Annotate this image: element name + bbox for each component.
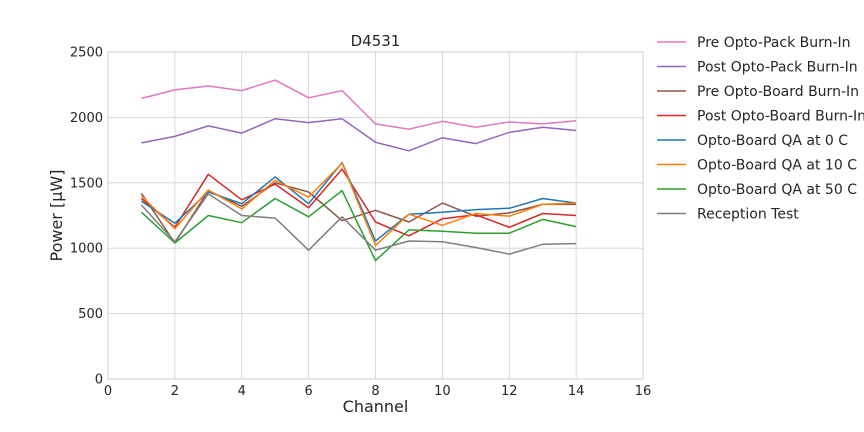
legend-label: Pre Opto-Board Burn-In — [697, 84, 859, 100]
series-line-8 — [140, 193, 577, 255]
x-tick-label: 8 — [371, 384, 379, 399]
legend-label: Post Opto-Board Burn-In — [697, 109, 864, 125]
x-tick-label: 10 — [434, 384, 451, 399]
legend-label: Post Opto-Pack Burn-In — [697, 60, 858, 76]
series-layer — [140, 79, 577, 262]
y-tick-label: 2500 — [70, 46, 103, 61]
legend-label: Pre Opto-Pack Burn-In — [697, 35, 851, 51]
y-tick-label: 0 — [95, 373, 103, 388]
y-tick-label: 500 — [78, 307, 103, 322]
x-tick-label: 16 — [635, 384, 652, 399]
plot-area-border — [107, 51, 644, 380]
chart-title: D4531 — [351, 32, 401, 50]
legend-label: Opto-Board QA at 10 C — [697, 158, 857, 174]
y-tick-label: 1500 — [70, 176, 103, 191]
legend-label: Opto-Board QA at 0 C — [697, 133, 848, 149]
series-line-1 — [141, 79, 577, 130]
x-tick-label: 2 — [171, 384, 179, 399]
legend-label: Reception Test — [697, 207, 799, 223]
x-tick-label: 6 — [304, 384, 312, 399]
legend: Pre Opto-Pack Burn-In Post Opto-Pack Burn… — [657, 35, 864, 223]
legend-label: Opto-Board QA at 50 C — [697, 182, 857, 198]
x-tick-labels: 0 2 4 6 8 10 12 14 16 — [104, 384, 651, 399]
y-tick-labels: 0 500 1000 1500 2000 2500 — [70, 46, 103, 388]
series-line-7 — [140, 189, 577, 262]
series-line-4 — [140, 168, 577, 237]
x-tick-label: 14 — [568, 384, 585, 399]
series-line-6 — [140, 162, 577, 247]
x-tick-label: 0 — [104, 384, 112, 399]
x-axis-label: Channel — [343, 397, 409, 416]
x-tick-label: 4 — [238, 384, 246, 399]
y-tick-label: 2000 — [70, 111, 103, 126]
y-tick-label: 1000 — [70, 242, 103, 257]
x-tick-label: 12 — [501, 384, 518, 399]
y-axis-label: Power [μW] — [47, 170, 66, 262]
series-line-2 — [141, 117, 577, 152]
